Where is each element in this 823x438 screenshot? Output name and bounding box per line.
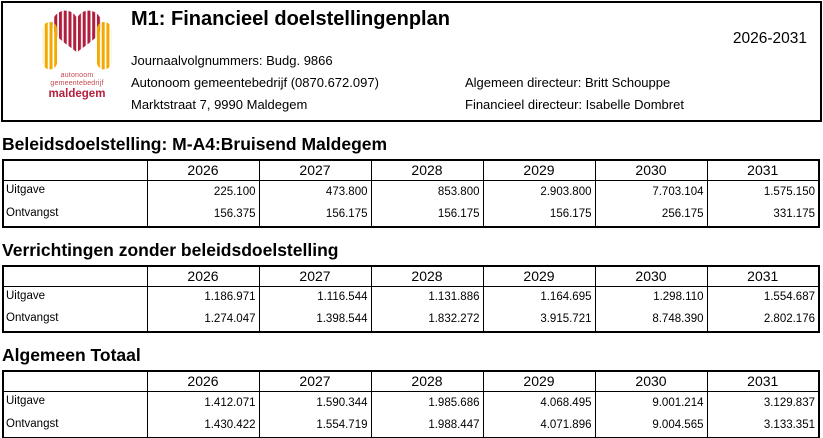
year-header: 2030 (594, 159, 708, 181)
table-row-uitgave: Uitgave 225.100 473.800 853.800 2.903.80… (3, 180, 820, 204)
empty-header-cell (3, 370, 148, 392)
row-label: Uitgave (3, 391, 148, 415)
row-label: Ontvangst (3, 309, 148, 332)
year-header: 2029 (482, 370, 596, 392)
year-header: 2028 (370, 159, 484, 181)
value-cell: 2.903.800 (482, 180, 596, 204)
value-cell: 1.274.047 (146, 309, 260, 332)
info-block-right: Algemeen directeur: Britt Schouppe Finan… (465, 72, 684, 116)
entity-name: Autonoom gemeentebedrijf (0870.672.097) (131, 75, 379, 90)
value-cell: 331.175 (706, 203, 820, 227)
year-header: 2030 (594, 265, 708, 287)
value-cell: 1.131.886 (370, 286, 484, 309)
value-cell: 3.133.351 (706, 414, 820, 438)
value-cell: 3.129.837 (706, 391, 820, 415)
value-cell: 1.164.695 (482, 286, 596, 309)
year-header: 2026 (146, 265, 260, 287)
year-header: 2031 (706, 265, 820, 287)
value-cell: 1.186.971 (146, 286, 260, 309)
value-cell: 225.100 (146, 180, 260, 204)
table-algemeen-totaal: 2026 2027 2028 2029 2030 2031 Uitgave 1.… (2, 370, 820, 438)
section-heading-algemeen-totaal: Algemeen Totaal (2, 345, 141, 365)
section-heading-verrichtingen: Verrichtingen zonder beleidsdoelstelling (2, 239, 339, 260)
value-cell: 1.590.344 (258, 391, 372, 415)
value-cell: 9.001.214 (594, 391, 708, 415)
year-header: 2028 (370, 265, 484, 287)
table-row-uitgave: Uitgave 1.412.071 1.590.344 1.985.686 4.… (3, 391, 820, 415)
logo-text-maldegem: maldegem (48, 88, 106, 100)
value-cell: 4.068.495 (482, 391, 596, 415)
value-cell: 2.802.176 (706, 309, 820, 332)
table-header-row: 2026 2027 2028 2029 2030 2031 (3, 159, 820, 181)
value-cell: 7.703.104 (594, 180, 708, 204)
empty-header-cell (3, 265, 148, 287)
value-cell: 156.175 (482, 203, 596, 227)
info-block-left: Journaalvolgnummers: Budg. 9866 Autonoom… (131, 50, 379, 116)
value-cell: 156.175 (258, 203, 372, 227)
value-cell: 1.985.686 (370, 391, 484, 415)
year-header: 2027 (258, 159, 372, 181)
table-header-row: 2026 2027 2028 2029 2030 2031 (3, 370, 820, 392)
maldegem-logo-icon (42, 10, 112, 70)
year-header: 2031 (706, 370, 820, 392)
value-cell: 1.832.272 (370, 309, 484, 332)
table-header-row: 2026 2027 2028 2029 2030 2031 (3, 265, 820, 287)
value-cell: 1.554.687 (706, 286, 820, 309)
value-cell: 156.375 (146, 203, 260, 227)
table-row-uitgave: Uitgave 1.186.971 1.116.544 1.131.886 1.… (3, 286, 820, 309)
value-cell: 156.175 (370, 203, 484, 227)
value-cell: 1.430.422 (146, 414, 260, 438)
entity-address: Marktstraat 7, 9990 Maldegem (131, 97, 308, 112)
value-cell: 1.298.110 (594, 286, 708, 309)
year-header: 2029 (482, 265, 596, 287)
table-verrichtingen: 2026 2027 2028 2029 2030 2031 Uitgave 1.… (2, 264, 820, 333)
value-cell: 1.412.071 (146, 391, 260, 415)
value-cell: 3.915.721 (482, 309, 596, 332)
value-cell: 4.071.896 (482, 414, 596, 438)
table-row-ontvangst: Ontvangst 156.375 156.175 156.175 156.17… (3, 203, 820, 227)
year-header: 2026 (146, 159, 260, 181)
value-cell: 1.116.544 (258, 286, 372, 309)
value-cell: 1.398.544 (258, 309, 372, 332)
row-label: Ontvangst (3, 414, 148, 438)
year-header: 2031 (706, 159, 820, 181)
year-header: 2028 (370, 370, 484, 392)
value-cell: 1.554.719 (258, 414, 372, 438)
value-cell: 473.800 (258, 180, 372, 204)
table-row-ontvangst: Ontvangst 1.274.047 1.398.544 1.832.272 … (3, 309, 820, 332)
logo-text-gemeentebedrijf: gemeentebedrijf (50, 80, 104, 87)
section-heading-beleidsdoelstelling: Beleidsdoelstelling: M-A4:Bruisend Malde… (2, 134, 388, 154)
year-header: 2027 (258, 265, 372, 287)
row-label: Ontvangst (3, 203, 148, 227)
year-header: 2029 (482, 159, 596, 181)
document-header: autonoom gemeentebedrijf maldegem M1: Fi… (1, 1, 822, 122)
year-header: 2027 (258, 370, 372, 392)
row-label: Uitgave (3, 180, 148, 204)
value-cell: 853.800 (370, 180, 484, 204)
maldegem-logo: autonoom gemeentebedrijf maldegem (29, 8, 125, 101)
journal-numbers: Journaalvolgnummers: Budg. 9866 (131, 53, 333, 68)
logo-text-autonoom: autonoom (60, 72, 94, 79)
period-range: 2026-2031 (732, 30, 807, 47)
value-cell: 9.004.565 (594, 414, 708, 438)
table-row-ontvangst: Ontvangst 1.430.422 1.554.719 1.988.447 … (3, 414, 820, 438)
year-header: 2030 (594, 370, 708, 392)
table-beleidsdoelstelling: 2026 2027 2028 2029 2030 2031 Uitgave 22… (2, 159, 820, 228)
page-title: M1: Financieel doelstellingenplan (131, 8, 450, 30)
row-label: Uitgave (3, 286, 148, 309)
financial-director: Financieel directeur: Isabelle Dombret (465, 97, 684, 112)
empty-header-cell (3, 159, 148, 181)
value-cell: 1.575.150 (706, 180, 820, 204)
value-cell: 8.748.390 (594, 309, 708, 332)
general-director: Algemeen directeur: Britt Schouppe (465, 75, 671, 90)
year-header: 2026 (146, 370, 260, 392)
value-cell: 1.988.447 (370, 414, 484, 438)
value-cell: 256.175 (594, 203, 708, 227)
